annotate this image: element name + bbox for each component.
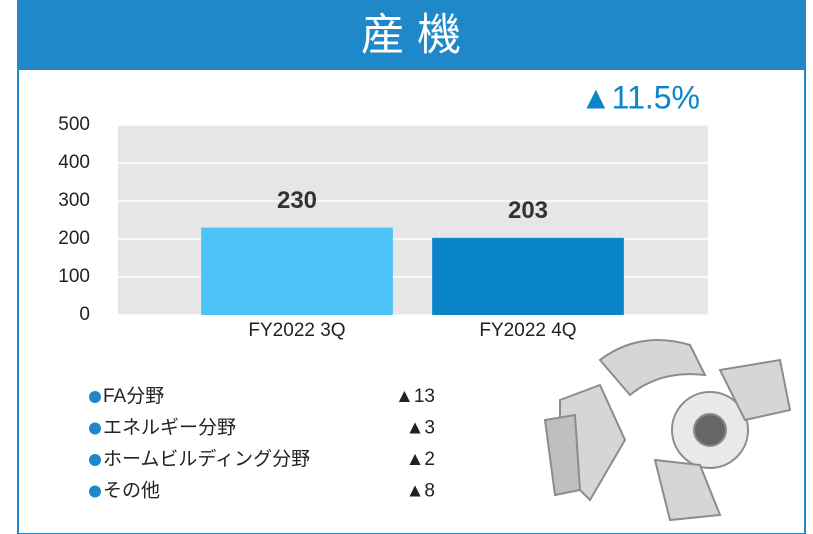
data-label: 230 — [277, 187, 317, 214]
x-tick-label: FY2022 3Q — [248, 320, 345, 341]
breakdown-label: FA分野 — [103, 385, 164, 407]
y-tick-label: 400 — [58, 152, 90, 173]
data-label: 203 — [508, 197, 548, 224]
breakdown-value: ▲8 — [406, 481, 435, 502]
chart-title: 産 機 — [361, 11, 461, 60]
bar — [432, 237, 624, 315]
annotation: ▲11.5% — [580, 79, 700, 115]
y-tick-label: 200 — [58, 228, 90, 249]
breakdown-value: ▲13 — [395, 386, 435, 407]
breakdown-label: エネルギー分野 — [103, 417, 236, 439]
breakdown-value: ▲3 — [406, 418, 435, 439]
y-tick-label: 500 — [58, 114, 90, 135]
breakdown-value: ▲2 — [406, 449, 435, 470]
bullet — [89, 485, 101, 498]
bar — [201, 227, 393, 315]
bullet — [89, 422, 101, 435]
breakdown-label: ホームビルディング分野 — [103, 448, 310, 470]
header-bar — [18, 0, 805, 70]
bullet — [89, 454, 101, 466]
y-tick-label: 300 — [58, 190, 90, 211]
bullet — [89, 391, 101, 403]
x-tick-label: FY2022 4Q — [479, 320, 576, 341]
breakdown-label: その他 — [103, 480, 160, 502]
robot-illustration — [543, 339, 792, 522]
y-tick-label: 0 — [79, 304, 90, 325]
y-tick-label: 100 — [58, 266, 90, 287]
